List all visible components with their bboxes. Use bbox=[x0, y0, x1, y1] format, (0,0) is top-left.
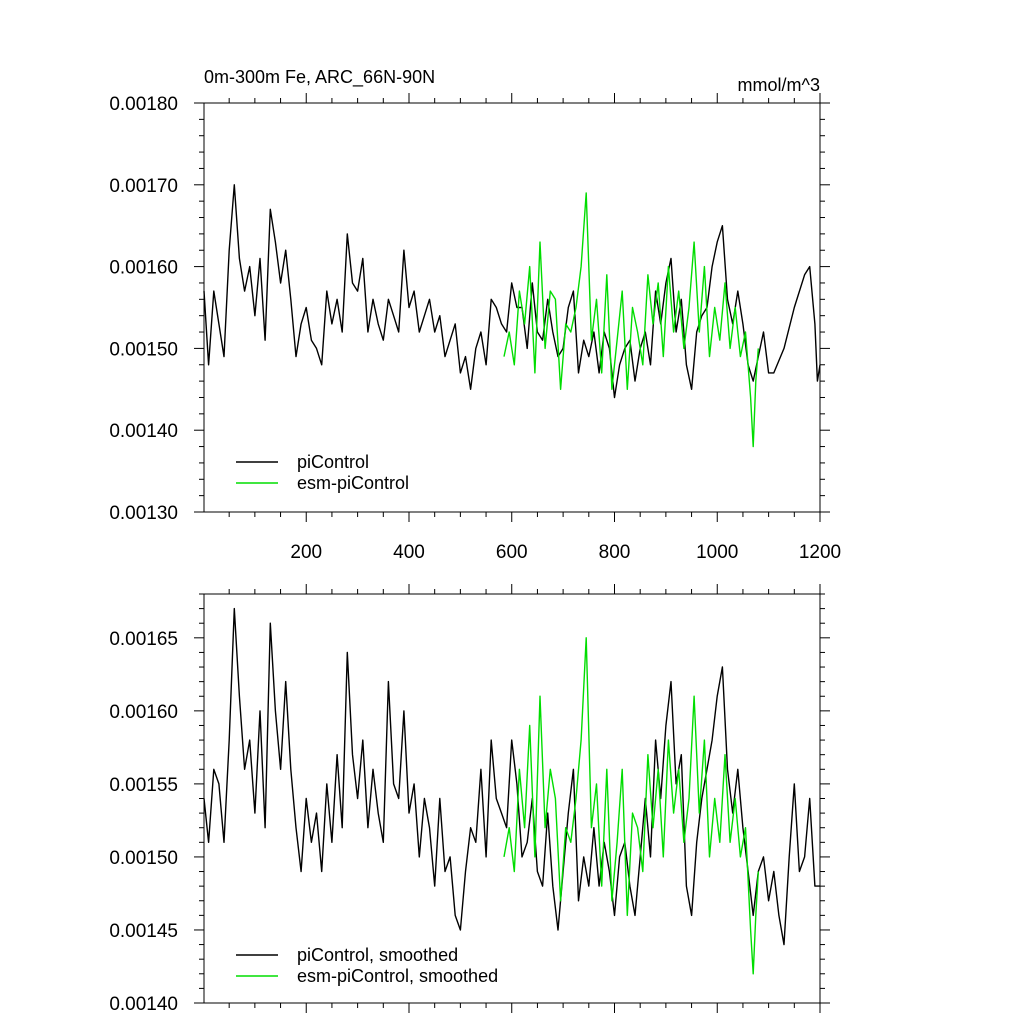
legend-label: esm-piControl bbox=[297, 473, 409, 493]
y-tick-label: 0.00130 bbox=[109, 503, 178, 524]
legend-label: esm-piControl, smoothed bbox=[297, 966, 498, 986]
y-tick-label: 0.00160 bbox=[109, 702, 178, 723]
y-tick-label: 0.00155 bbox=[109, 775, 178, 796]
series-line-2-2 bbox=[503, 637, 759, 975]
x-tick-label: 400 bbox=[393, 542, 425, 563]
y-tick-label: 0.00150 bbox=[109, 339, 178, 360]
y-tick-label: 0.00140 bbox=[109, 421, 178, 442]
y-tick-label: 0.00170 bbox=[109, 176, 178, 197]
x-tick-label: 1000 bbox=[696, 542, 738, 563]
series-line-1-2 bbox=[503, 192, 759, 448]
x-tick-label: 200 bbox=[290, 542, 322, 563]
series-line-2-1 bbox=[203, 607, 820, 946]
y-tick-label: 0.00140 bbox=[109, 994, 178, 1015]
chart-units: mmol/m^3 bbox=[738, 75, 820, 95]
legend-label: piControl bbox=[297, 452, 369, 472]
x-tick-label: 1200 bbox=[799, 542, 841, 563]
y-tick-label: 0.00160 bbox=[109, 258, 178, 279]
chart-title: 0m-300m Fe, ARC_66N-90N bbox=[204, 67, 435, 88]
x-tick-label: 800 bbox=[599, 542, 631, 563]
y-tick-label: 0.00180 bbox=[109, 94, 178, 115]
legend-label: piControl, smoothed bbox=[297, 945, 458, 965]
y-tick-label: 0.00165 bbox=[109, 629, 178, 650]
x-tick-label: 600 bbox=[496, 542, 528, 563]
y-tick-label: 0.00150 bbox=[109, 848, 178, 869]
y-tick-label: 0.00145 bbox=[109, 921, 178, 942]
series-line-1-1 bbox=[203, 184, 821, 399]
